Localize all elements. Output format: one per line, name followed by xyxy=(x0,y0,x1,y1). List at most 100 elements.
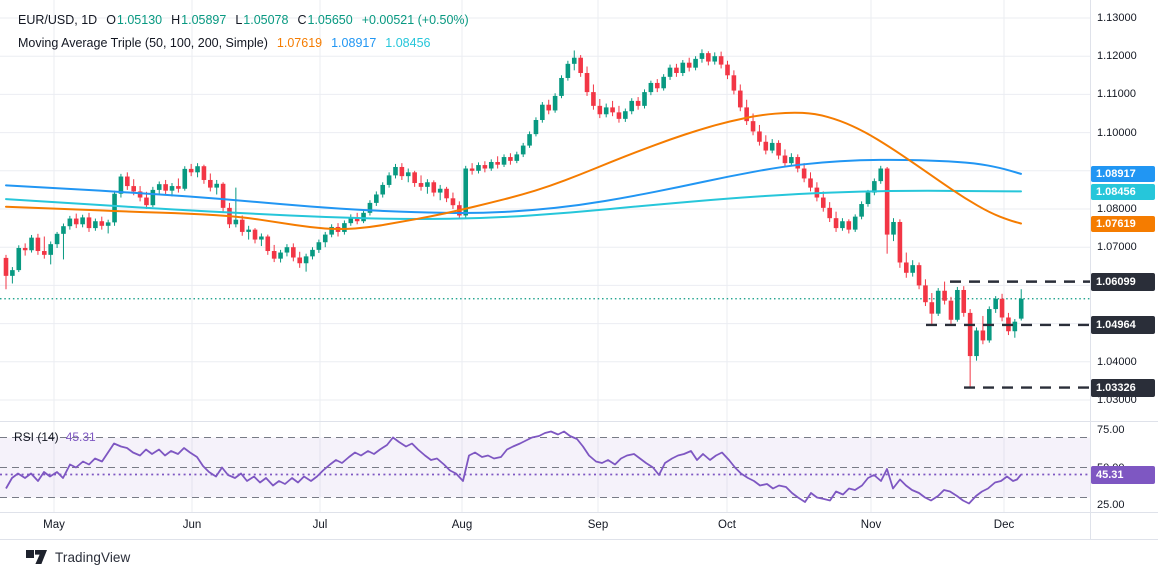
price-axis[interactable]: 1.130001.120001.110001.100001.090001.080… xyxy=(1090,0,1158,540)
candle-body xyxy=(73,218,79,225)
candle-body xyxy=(374,194,379,203)
brand-name: TradingView xyxy=(55,550,131,565)
candle-body xyxy=(476,165,481,171)
candle-body xyxy=(508,157,513,161)
candle-body xyxy=(852,216,858,230)
candle-body xyxy=(897,221,903,263)
candle-body xyxy=(291,247,296,258)
grid-lines xyxy=(0,0,1090,512)
candle-body xyxy=(737,90,743,108)
candle-body xyxy=(686,62,692,68)
candle-body xyxy=(169,186,175,191)
candle-body xyxy=(188,168,194,173)
candle-body xyxy=(233,219,239,225)
candle-body xyxy=(367,202,373,213)
close-value: C 1.05650 xyxy=(297,12,353,27)
candle-body xyxy=(220,183,226,208)
candle-body xyxy=(808,178,813,188)
candle-body xyxy=(10,270,15,276)
candle-body xyxy=(910,265,915,273)
candle-body xyxy=(495,162,500,165)
candle-body xyxy=(955,289,960,320)
candle-body xyxy=(208,179,213,188)
candle-body xyxy=(533,119,539,135)
rsi-indicator-row[interactable]: RSI (14) 45.31 xyxy=(14,430,96,444)
candle-body xyxy=(610,107,615,113)
time-axis-label-jun: Jun xyxy=(182,519,202,531)
candle-body xyxy=(386,175,392,185)
candle-body xyxy=(1012,321,1018,332)
candle-body xyxy=(35,237,41,252)
candle-body xyxy=(750,121,756,132)
candle-body xyxy=(718,56,724,65)
candle-body xyxy=(916,265,922,286)
time-axis-label-jul: Jul xyxy=(312,519,328,531)
tradingview-attribution[interactable]: TradingView xyxy=(26,550,130,565)
candle-body xyxy=(552,95,558,111)
candle-body xyxy=(156,184,162,190)
rsi-tick-label: 75.00 xyxy=(1097,424,1125,436)
candle-body xyxy=(3,257,9,276)
candle-body xyxy=(125,176,130,187)
price-tick-label: 1.04000 xyxy=(1097,355,1137,368)
candle-body xyxy=(284,247,290,253)
indicator-title: Moving Average Triple (50, 100, 200, Sim… xyxy=(18,35,268,50)
candle-body xyxy=(731,75,737,91)
candle-body xyxy=(744,107,749,122)
candle-body xyxy=(840,221,845,229)
candle-body xyxy=(67,218,73,227)
price-tick-label: 1.12000 xyxy=(1097,50,1137,63)
candle-body xyxy=(278,252,283,259)
candle-body xyxy=(661,76,666,89)
candle-body xyxy=(444,188,449,199)
candle-body xyxy=(891,221,896,235)
symbol-ohlc-row[interactable]: EUR/USD, 1D O 1.05130 H 1.05897 L 1.05078 C… xyxy=(18,8,469,31)
price-tick-label: 1.07000 xyxy=(1097,241,1137,254)
candle-body xyxy=(923,285,928,303)
candle-body xyxy=(42,251,47,255)
price-tick-label: 1.13000 xyxy=(1097,12,1137,24)
indicator-row[interactable]: Moving Average Triple (50, 100, 200, Sim… xyxy=(18,31,469,54)
candle-body xyxy=(412,172,417,184)
candle-body xyxy=(463,168,469,216)
candle-body xyxy=(948,300,954,320)
pane-separators xyxy=(0,0,1158,540)
candle-body xyxy=(801,168,807,179)
price-tick-label: 1.08000 xyxy=(1097,203,1137,215)
candle-body xyxy=(150,189,156,206)
candle-body xyxy=(584,73,590,93)
candle-body xyxy=(635,100,641,106)
candle-body xyxy=(648,82,654,93)
candle-body xyxy=(820,197,826,208)
candle-body xyxy=(546,104,552,111)
candle-body xyxy=(16,247,22,271)
candle-body xyxy=(450,198,456,206)
candle-body xyxy=(105,222,111,226)
candle-body xyxy=(501,157,507,165)
price-badge-1.04964: 1.04964 xyxy=(1091,315,1155,334)
candle-body xyxy=(872,181,877,193)
candle-body xyxy=(61,226,66,234)
price-badge-1.07619: 1.07619 xyxy=(1091,215,1155,232)
candle-body xyxy=(214,183,220,188)
candle-body xyxy=(929,302,935,314)
candle-body xyxy=(980,330,986,341)
candle-body xyxy=(776,142,781,156)
candle-body xyxy=(935,290,941,314)
candle-body xyxy=(942,290,947,301)
candle-body xyxy=(540,104,545,120)
candle-body xyxy=(757,131,762,142)
candle-body xyxy=(488,162,494,169)
candle-body xyxy=(399,166,405,177)
candle-body xyxy=(131,186,136,192)
candle-body xyxy=(974,330,979,357)
time-axis[interactable]: May Jun Jul Aug Sep Oct Nov Dec xyxy=(0,512,1090,540)
time-axis-label-sep: Sep xyxy=(587,519,609,531)
candle-body xyxy=(29,237,34,251)
candle-body xyxy=(674,67,679,74)
low-value: L 1.05078 xyxy=(235,12,289,27)
candle-body xyxy=(48,244,53,255)
candle-body xyxy=(322,234,328,243)
candle-body xyxy=(118,176,124,194)
